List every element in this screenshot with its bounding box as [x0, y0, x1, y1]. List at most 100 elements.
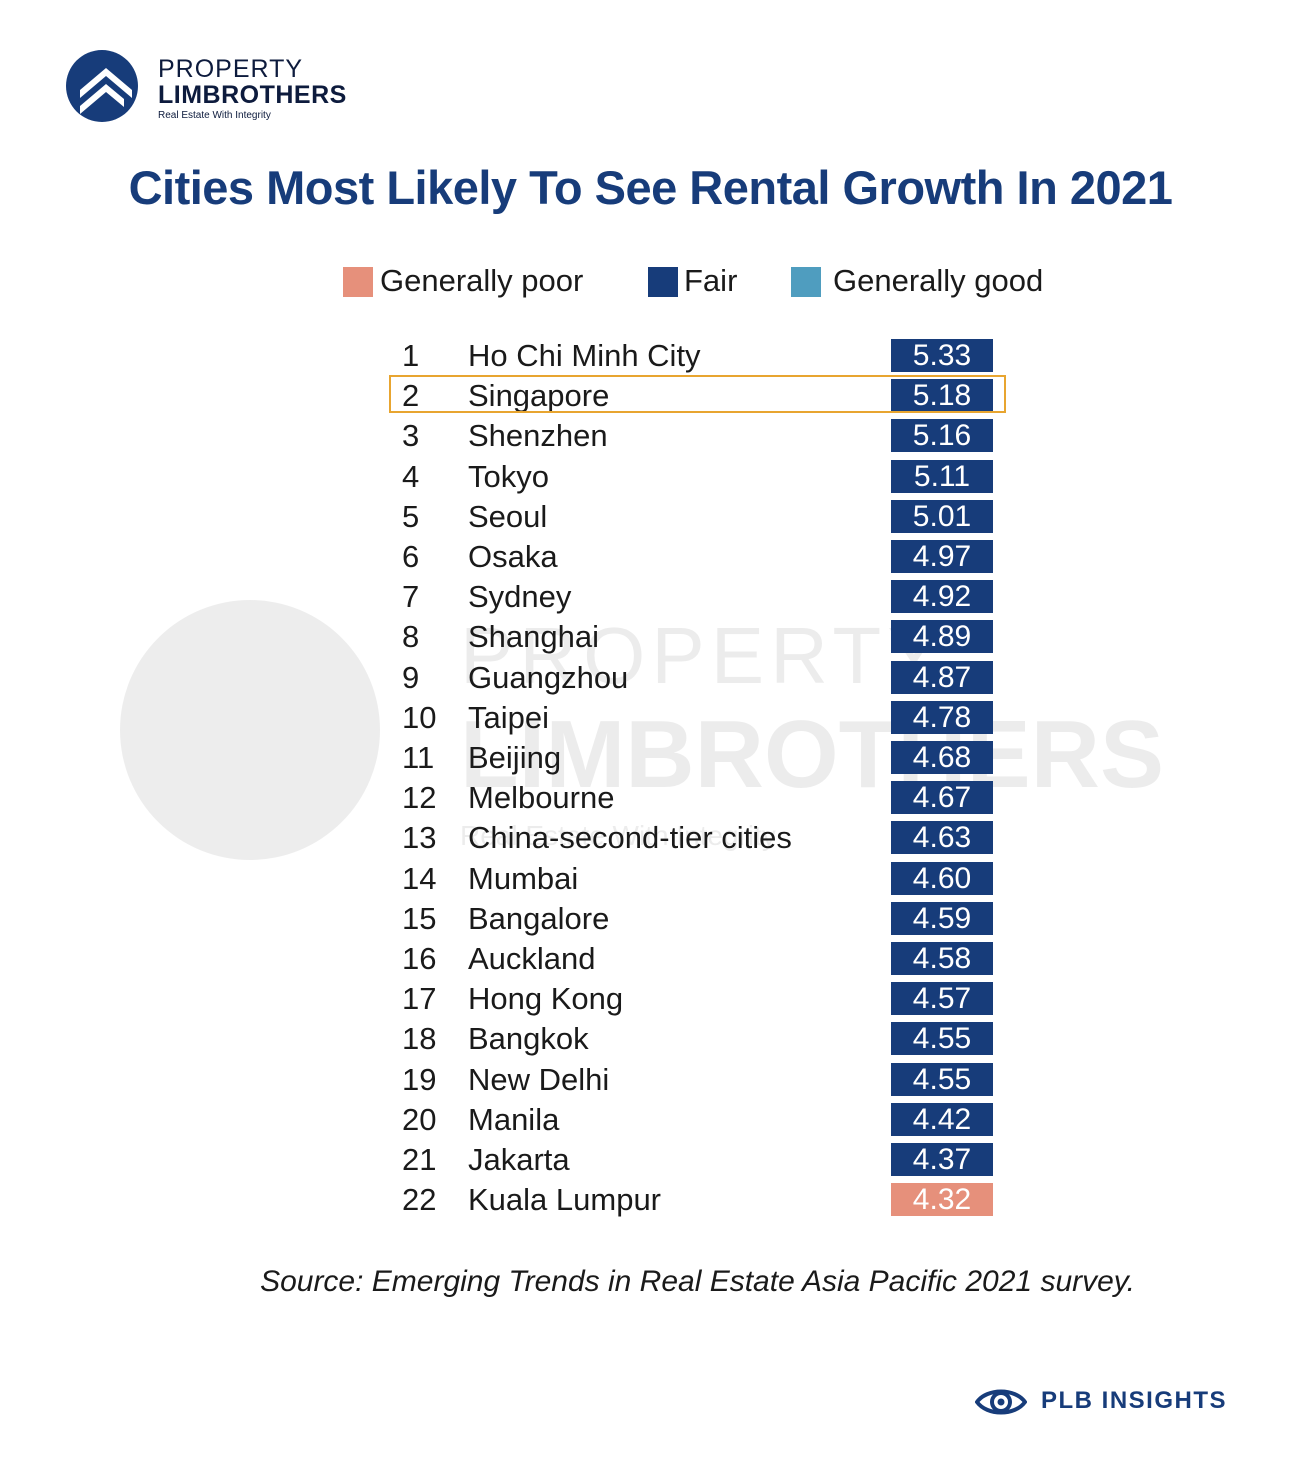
- rank-label: 17: [402, 981, 437, 1017]
- city-label: Bangkok: [468, 1021, 589, 1057]
- score-box: [891, 1183, 993, 1217]
- table-row: 2 Singapore 5.18: [390, 376, 1005, 416]
- rank-label: 7: [402, 579, 420, 615]
- score-box: [891, 620, 993, 654]
- score-label: 5.16: [912, 419, 972, 453]
- city-label: China-second-tier cities: [468, 820, 792, 856]
- score-label: 4.78: [912, 700, 972, 734]
- city-label: Taipei: [468, 699, 549, 735]
- city-label: New Delhi: [468, 1061, 610, 1097]
- city-label: Sydney: [468, 579, 572, 615]
- table-row: 20 Manila 4.42: [390, 1100, 1005, 1140]
- score-label: 5.11: [913, 459, 971, 493]
- legend-swatch-good: [791, 267, 821, 297]
- score-label: 4.97: [912, 540, 972, 573]
- legend-label-fair: Fair: [684, 263, 738, 298]
- score-box: [891, 339, 993, 372]
- score-label: 4.87: [912, 660, 972, 694]
- city-label: Mumbai: [468, 860, 579, 896]
- score-box: [891, 861, 993, 895]
- rank-label: 5: [402, 498, 420, 534]
- score-box: [891, 499, 993, 533]
- table-row: 8 Shanghai 4.89: [390, 617, 1005, 657]
- city-label: Bangalore: [468, 900, 610, 936]
- footer-label: PLB INSIGHTS: [1041, 1387, 1228, 1414]
- score-label: 4.55: [912, 1022, 972, 1056]
- rank-label: 9: [402, 659, 420, 695]
- score-label: 4.59: [912, 901, 972, 935]
- score-label: 4.92: [912, 580, 972, 614]
- score-box: [891, 821, 993, 855]
- rank-label: 12: [402, 780, 437, 816]
- table-row: 1 Ho Chi Minh City 5.33: [390, 336, 1005, 376]
- table-row: 21 Jakarta 4.37: [390, 1140, 1005, 1180]
- score-box: [891, 942, 993, 975]
- rank-label: 14: [402, 860, 437, 896]
- score-box: [891, 901, 993, 935]
- score-label: 4.63: [912, 821, 972, 855]
- table-row: 22 Kuala Lumpur 4.32: [390, 1180, 1005, 1220]
- footer-brand: PLB INSIGHTS: [975, 1385, 1255, 1419]
- table-row: 18 Bangkok 4.55: [390, 1019, 1005, 1059]
- legend-swatch-poor: [343, 267, 373, 297]
- city-label: Jakarta: [468, 1142, 570, 1177]
- city-label: Tokyo: [468, 458, 549, 494]
- rank-label: 16: [402, 941, 437, 976]
- table-row: 17 Hong Kong 4.57: [390, 979, 1005, 1019]
- score-box: [891, 982, 993, 1016]
- legend-label-good: Generally good: [833, 263, 1044, 298]
- score-box: [891, 379, 993, 413]
- table-row: 5 Seoul 5.01: [390, 497, 1005, 537]
- score-box: [891, 419, 993, 453]
- score-box: [891, 700, 993, 734]
- table-row: 14 Mumbai 4.60: [390, 859, 1005, 899]
- table-row: 12 Melbourne 4.67: [390, 778, 1005, 818]
- brand-tagline: Real Estate With Integrity: [158, 110, 271, 121]
- city-label: Manila: [468, 1101, 560, 1137]
- source-note: Source: Emerging Trends in Real Estate A…: [260, 1265, 1135, 1298]
- score-label: 4.67: [912, 781, 972, 815]
- rank-label: 15: [402, 900, 437, 936]
- city-label: Kuala Lumpur: [468, 1182, 662, 1218]
- score-box: [891, 741, 993, 774]
- city-label: Singapore: [468, 378, 610, 414]
- rank-label: 13: [402, 820, 437, 856]
- score-box: [891, 1143, 993, 1176]
- table-row: 16 Auckland 4.58: [390, 939, 1005, 979]
- table-row: 9 Guangzhou 4.87: [390, 658, 1005, 698]
- city-label: Melbourne: [468, 780, 615, 816]
- city-label: Osaka: [468, 539, 558, 574]
- table-row: 10 Taipei 4.78: [390, 698, 1005, 738]
- score-label: 4.57: [912, 982, 972, 1016]
- score-label: 4.68: [912, 741, 972, 774]
- brand-logo: PROPERTY LIMBROTHERS Real Estate With In…: [66, 50, 386, 125]
- rank-label: 18: [402, 1021, 437, 1057]
- rank-label: 22: [402, 1182, 437, 1218]
- city-label: Guangzhou: [468, 659, 629, 695]
- rank-label: 4: [402, 458, 420, 494]
- score-box: [891, 540, 993, 573]
- table-row: 11 Beijing 4.68: [390, 738, 1005, 778]
- score-box: [891, 580, 993, 614]
- score-label: 4.32: [912, 1183, 972, 1217]
- score-label: 5.18: [912, 379, 972, 413]
- rank-label: 3: [402, 418, 420, 454]
- rank-label: 11: [402, 740, 435, 775]
- rank-label: 2: [402, 378, 420, 414]
- city-label: Auckland: [468, 941, 596, 976]
- table-row: 7 Sydney 4.92: [390, 577, 1005, 617]
- rank-label: 19: [402, 1061, 437, 1097]
- score-label: 4.37: [912, 1143, 972, 1176]
- score-label: 4.89: [912, 620, 972, 654]
- score-box: [891, 459, 993, 493]
- city-label: Beijing: [468, 740, 562, 775]
- table-row: 13 China-second-tier cities 4.63: [390, 818, 1005, 858]
- score-label: 4.60: [912, 861, 972, 895]
- chart-title: Cities Most Likely To See Rental Growth …: [128, 161, 1173, 214]
- table-row: 3 Shenzhen 5.16: [390, 416, 1005, 456]
- legend-swatch-fair: [648, 267, 678, 297]
- table-row: 4 Tokyo 5.11: [390, 457, 1005, 497]
- city-label: Hong Kong: [468, 981, 624, 1017]
- score-label: 5.33: [912, 339, 972, 372]
